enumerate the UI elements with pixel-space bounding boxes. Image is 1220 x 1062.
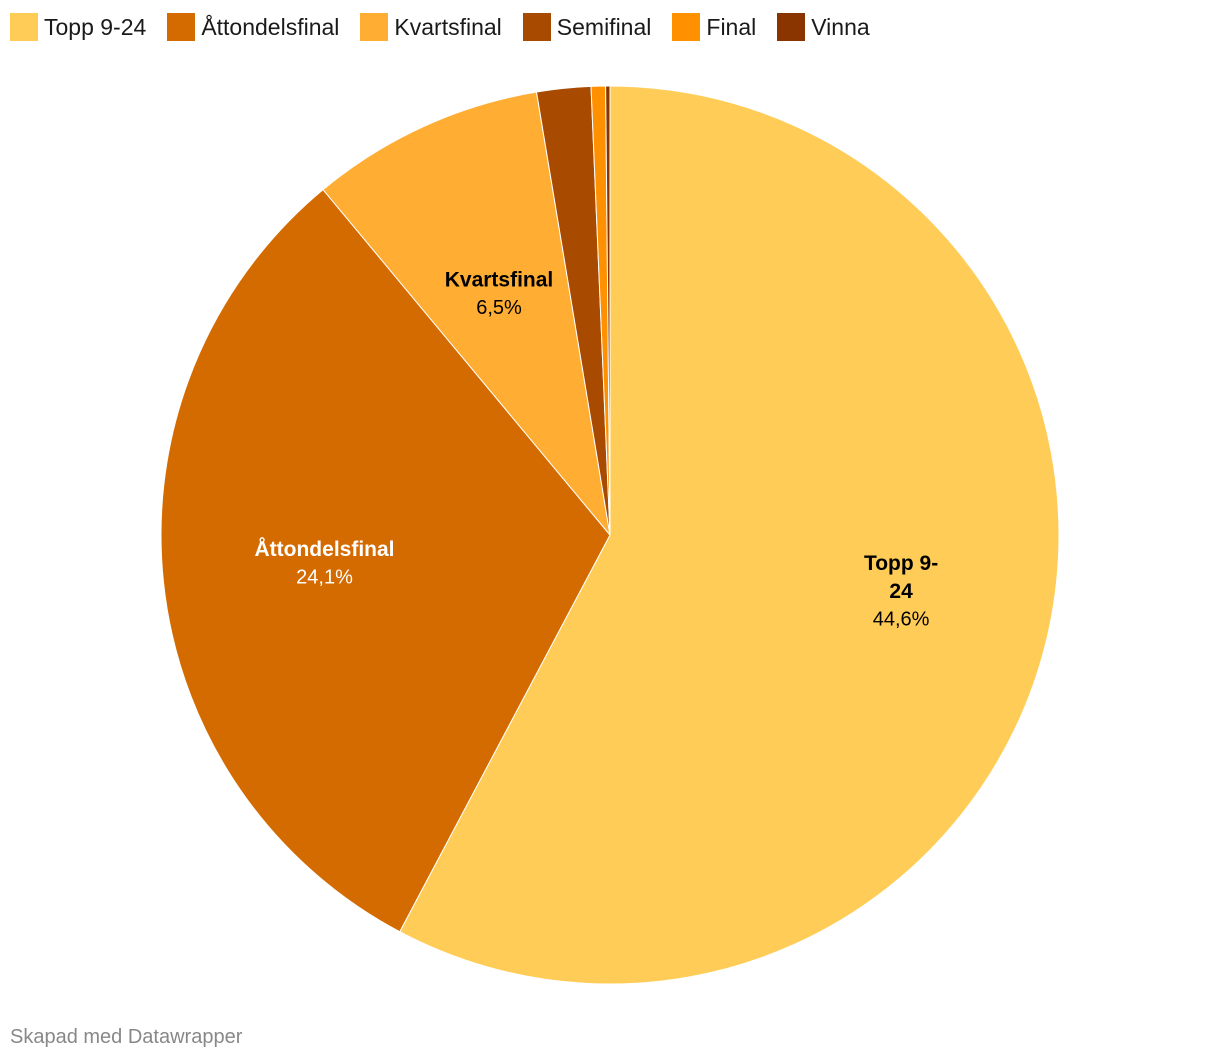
legend-item: Final <box>672 12 756 42</box>
legend-item: Åttondelsfinal <box>167 12 339 42</box>
slice-label-name: Topp 9- <box>864 552 938 575</box>
legend-swatch <box>167 13 196 41</box>
slice-label-name: Åttondelsfinal <box>255 537 395 561</box>
legend-item: Semifinal <box>522 12 652 42</box>
legend-label: Final <box>706 14 757 40</box>
slice-label-name: Kvartsfinal <box>445 269 554 292</box>
legend-swatch <box>672 13 701 41</box>
legend-label: Topp 9-24 <box>44 14 147 40</box>
legend-swatch <box>777 13 806 41</box>
chart-legend: Topp 9-24 Åttondelsfinal Kvartsfinal Semifi… <box>10 12 891 42</box>
slice-label-value: 6,5% <box>476 297 522 319</box>
legend-label: Semifinal <box>556 14 652 40</box>
legend-label: Kvartsfinal <box>394 14 502 40</box>
slice-label-name: 24 <box>889 580 913 603</box>
legend-label: Vinna <box>811 14 870 40</box>
legend-item: Kvartsfinal <box>360 12 502 42</box>
legend-item: Topp 9-24 <box>10 12 146 42</box>
pie-slice <box>322 91 611 536</box>
slice-label-value: 24,1% <box>296 567 353 589</box>
pie-slice <box>399 85 1060 985</box>
slice-label-attondel: Åttondelsfinal 24,1% <box>255 537 395 589</box>
slice-label-kvarts: Kvartsfinal 6,5% <box>445 269 554 320</box>
legend-swatch <box>10 13 38 41</box>
footer-credit: Skapad med Datawrapper <box>10 1026 243 1048</box>
legend-item: Vinna <box>777 12 870 42</box>
legend-swatch <box>522 13 551 41</box>
slice-label-value: 44,6% <box>873 608 930 630</box>
legend-label: Åttondelsfinal <box>201 14 340 40</box>
pie-slice <box>160 189 611 933</box>
slice-label-topp: Topp 9- 24 44,6% <box>864 552 938 631</box>
pie-slice <box>605 85 611 536</box>
legend-swatch <box>360 13 389 41</box>
